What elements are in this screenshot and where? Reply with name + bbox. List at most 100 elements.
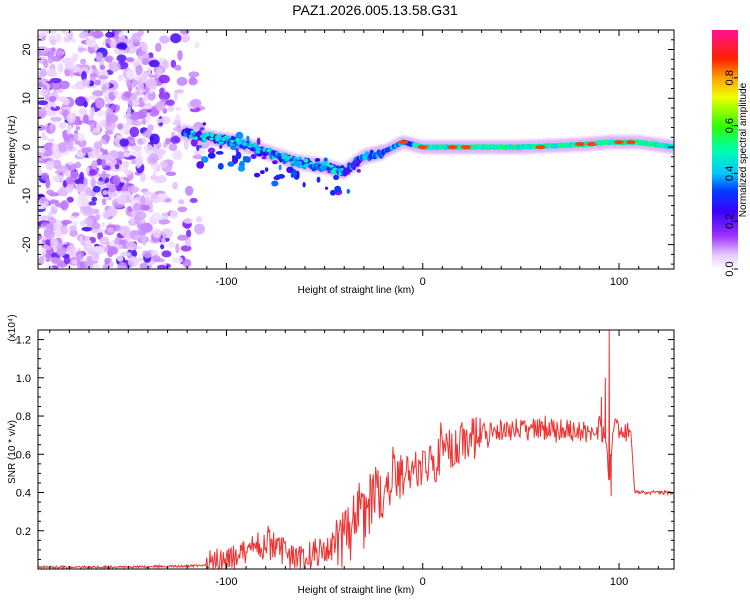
heatmap-noise-blob xyxy=(99,138,107,144)
spectrogram-y-label: Frequency (Hz) xyxy=(7,116,18,185)
heatmap-noise-blob xyxy=(115,197,127,205)
heatmap-noise-blob xyxy=(69,67,74,78)
heatmap-scatter-blob xyxy=(324,186,329,190)
heatmap-noise-blob xyxy=(177,234,188,241)
heatmap-noise-blob xyxy=(89,123,96,130)
heatmap-noise-blob xyxy=(56,47,63,58)
heatmap-peak-cell xyxy=(417,145,428,150)
heatmap-noise-blob xyxy=(129,195,134,201)
heatmap-noise-blob xyxy=(160,243,165,250)
heatmap-noise-blob xyxy=(38,167,42,177)
heatmap-noise-blob xyxy=(144,102,152,110)
heatmap-noise-blob xyxy=(149,133,160,145)
heatmap-hot-cell xyxy=(193,136,199,140)
heatmap-noise-blob xyxy=(83,177,88,188)
heatmap-noise-blob xyxy=(130,93,137,101)
heatmap-peak-cell xyxy=(586,142,597,147)
heatmap-noise-blob xyxy=(45,30,57,35)
spectrogram-frame xyxy=(37,29,675,270)
colorbar-tick-label: 0.0 xyxy=(724,261,736,276)
snr-y-ticks: 0.2 0.4 0.6 0.8 1.0 1.2 xyxy=(16,335,674,560)
heatmap-noise-blob xyxy=(122,160,130,169)
heatmap-noise-blob xyxy=(46,189,55,195)
heatmap-hot-cell xyxy=(330,169,336,174)
heatmap-noise-blob xyxy=(92,90,104,97)
snr-x-tick-label: -100 xyxy=(215,576,237,588)
heatmap-noise-blob xyxy=(135,88,147,93)
colorbar-tick-label: 0.4 xyxy=(724,166,736,181)
heatmap-noise-blob xyxy=(101,154,113,160)
heatmap-noise-blob xyxy=(98,173,111,179)
heatmap-scatter-blob xyxy=(323,157,328,162)
heatmap-noise-blob xyxy=(49,63,56,71)
heatmap-noise-blob xyxy=(143,191,153,196)
heatmap-noise-blob xyxy=(129,126,140,138)
heatmap-noise-blob xyxy=(69,138,74,149)
heatmap-scatter-blob xyxy=(230,144,237,151)
heatmap-hot-cell xyxy=(203,138,207,143)
heatmap-hot-cell xyxy=(304,158,309,163)
spectrogram-y-tick-label: 0 xyxy=(21,144,33,150)
heatmap-scatter-blob xyxy=(346,188,350,194)
heatmap-noise-blob xyxy=(104,55,114,63)
heatmap-noise-blob xyxy=(56,246,67,257)
heatmap-hot-cell xyxy=(242,142,248,146)
heatmap-noise-blob xyxy=(141,118,147,125)
heatmap-noise-blob xyxy=(85,239,92,250)
heatmap-hot-cell xyxy=(188,134,193,139)
colorbar-ticks: 0.0 0.2 0.4 0.6 0.8 xyxy=(724,70,738,277)
heatmap-scatter-blob xyxy=(207,152,216,159)
heatmap-hot-cell xyxy=(320,161,325,166)
heatmap-noise-blob xyxy=(87,151,99,159)
heatmap-noise-blob xyxy=(174,64,182,71)
heatmap-noise-blob xyxy=(38,125,46,131)
heatmap-noise-blob xyxy=(106,113,119,124)
heatmap-noise-blob xyxy=(156,175,167,184)
heatmap-noise-blob xyxy=(173,126,180,132)
heatmap-hot-cell xyxy=(221,136,226,142)
spectrogram-y-ticks: 20 10 0 -10 -20 xyxy=(21,29,674,265)
heatmap-noise-blob xyxy=(116,42,128,50)
heatmap-noise-blob xyxy=(146,78,157,89)
heatmap-noise-blob xyxy=(108,246,118,253)
heatmap-noise-blob xyxy=(124,122,133,128)
heatmap-noise-blob xyxy=(125,57,135,63)
heatmap-scatter-blob xyxy=(302,181,306,188)
heatmap-hot-cell xyxy=(328,164,334,168)
heatmap-noise-blob xyxy=(47,53,54,64)
heatmap-noise-blob xyxy=(92,262,101,269)
heatmap-noise-blob xyxy=(101,158,106,168)
heatmap-noise-blob xyxy=(60,226,69,235)
heatmap-noise-blob xyxy=(167,241,176,248)
heatmap-noise-blob xyxy=(135,211,147,220)
heatmap-noise-blob xyxy=(91,196,98,202)
heatmap-noise-blob xyxy=(63,36,71,43)
heatmap-noise-blob xyxy=(156,193,169,200)
heatmap-noise-blob xyxy=(93,141,103,150)
heatmap-noise-blob xyxy=(170,59,177,68)
heatmap-noise-blob xyxy=(82,114,89,124)
heatmap-noise-blob xyxy=(71,259,78,265)
heatmap-noise-blob xyxy=(92,245,102,253)
heatmap-scatter-blob xyxy=(355,159,360,163)
heatmap-noise-blob xyxy=(105,37,112,44)
heatmap-noise-blob xyxy=(50,81,62,90)
heatmap-noise-blob xyxy=(160,116,171,124)
heatmap-scatter-blob xyxy=(227,161,235,167)
page-title: PAZ1.2026.005.13.58.G31 xyxy=(292,2,458,18)
heatmap-noise-blob xyxy=(41,132,46,141)
heatmap-scatter-blob xyxy=(235,151,242,160)
heatmap-noise-blob xyxy=(49,77,62,84)
heatmap-noise-blob xyxy=(92,30,104,39)
heatmap-noise-blob xyxy=(96,121,101,132)
heatmap-noise-blob xyxy=(155,42,162,53)
heatmap-noise-blob xyxy=(119,225,131,237)
heatmap-noise-blob xyxy=(101,84,107,93)
heatmap-noise-blob xyxy=(38,50,42,57)
heatmap-noise-blob xyxy=(68,161,73,166)
heatmap-hot-cell xyxy=(308,162,315,165)
heatmap-noise-blob xyxy=(52,174,64,182)
heatmap-scatter-blob xyxy=(333,174,340,181)
